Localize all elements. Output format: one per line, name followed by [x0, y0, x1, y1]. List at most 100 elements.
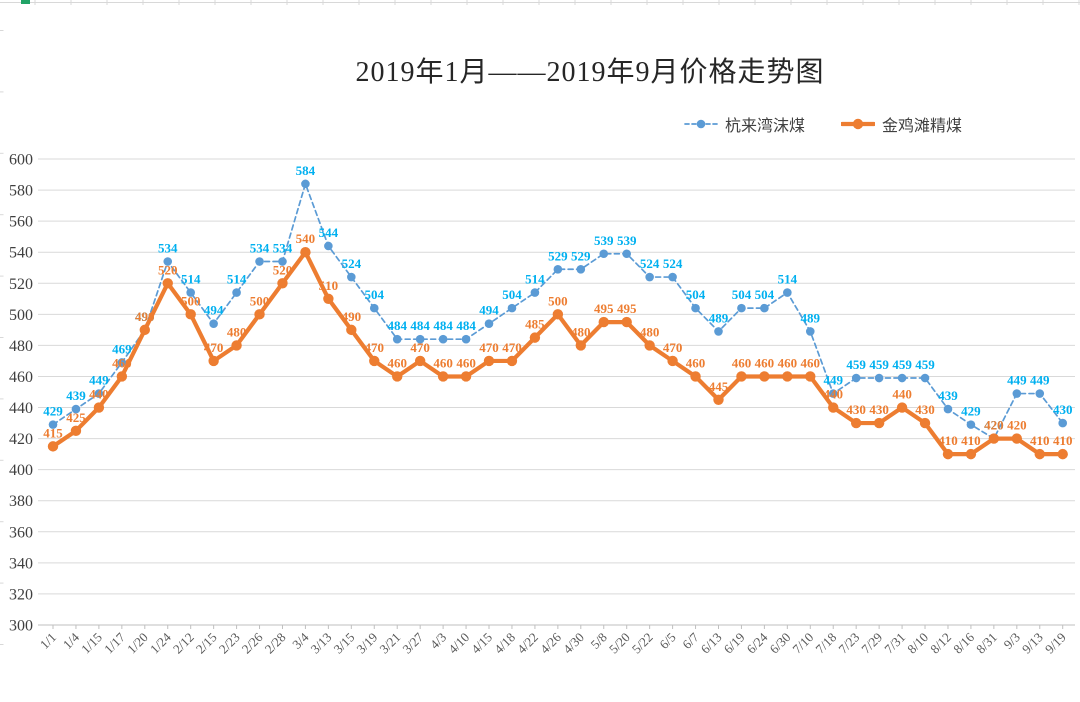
data-point-label: 539 — [594, 233, 614, 248]
y-tick-label: 440 — [9, 400, 33, 417]
x-tick-label: 8/31 — [973, 630, 1000, 657]
data-point-label: 470 — [502, 340, 522, 355]
data-point-label: 495 — [594, 301, 614, 316]
data-point-label: 480 — [227, 324, 247, 339]
legend-item-hanglaiwan[interactable]: 杭来湾沫煤 — [684, 112, 805, 136]
data-point-label: 460 — [755, 355, 775, 370]
data-point-marker — [346, 324, 357, 336]
chart-legend: 杭来湾沫煤 金鸡滩精煤 — [0, 112, 1080, 136]
data-point-label: 410 — [961, 433, 981, 448]
selection-accent-green-mark — [21, 0, 30, 4]
data-point-marker — [760, 303, 769, 313]
data-point-marker — [116, 371, 128, 382]
y-tick-label: 600 — [9, 152, 33, 169]
data-point-label: 514 — [778, 272, 798, 287]
data-point-label: 470 — [479, 340, 499, 355]
data-point-marker — [599, 249, 609, 259]
data-point-marker — [942, 448, 954, 460]
data-point-marker — [1057, 448, 1068, 460]
x-axis-labels: 1/1 1/41/151/171/201/242/122/152/232/262/… — [37, 625, 1069, 656]
data-point-label: 440 — [892, 387, 912, 402]
data-point-marker — [369, 355, 380, 367]
data-point-label: 520 — [273, 262, 293, 277]
x-tick-label: 2/12 — [170, 630, 197, 657]
data-point-marker — [622, 249, 631, 259]
y-tick-label: 580 — [9, 183, 33, 200]
x-tick-label: 1/15 — [78, 630, 105, 657]
x-tick-label: 1/20 — [124, 630, 151, 657]
data-point-marker — [897, 373, 907, 383]
data-point-label: 524 — [342, 256, 362, 271]
y-tick-label: 560 — [9, 214, 33, 231]
data-point-marker — [966, 420, 976, 429]
data-point-label: 439 — [938, 388, 958, 403]
y-tick-label: 340 — [9, 555, 33, 572]
x-tick-label: 2/23 — [216, 630, 243, 657]
data-point-marker — [576, 264, 586, 274]
data-point-label: 539 — [617, 233, 637, 248]
data-point-marker — [736, 371, 747, 382]
data-point-label: 514 — [227, 272, 247, 287]
data-point-label: 430 — [915, 402, 935, 417]
data-point-marker — [185, 309, 196, 320]
legend-label: 金鸡滩精煤 — [881, 118, 962, 135]
data-point-label: 460 — [778, 355, 798, 370]
data-point-label: 430 — [1053, 402, 1073, 417]
data-point-marker — [782, 371, 793, 382]
data-point-label: 425 — [66, 410, 86, 425]
data-point-marker — [415, 334, 425, 344]
x-tick-label: 1/17 — [101, 629, 128, 656]
data-point-marker — [1012, 389, 1022, 398]
x-tick-label: 6/24 — [744, 629, 771, 656]
data-point-label: 460 — [686, 355, 706, 370]
data-point-marker — [323, 293, 334, 304]
spreadsheet-edge-ticks — [0, 0, 1080, 645]
data-point-label: 439 — [66, 388, 86, 403]
data-point-label: 520 — [158, 262, 178, 277]
y-tick-label: 320 — [9, 586, 33, 603]
x-tick-label: 3/21 — [376, 630, 403, 657]
x-tick-label: 8/12 — [927, 630, 954, 657]
x-tick-label: 2/26 — [239, 629, 266, 656]
x-tick-label: 4/30 — [560, 630, 587, 657]
data-point-label: 484 — [387, 318, 407, 333]
data-point-marker — [965, 448, 977, 460]
x-tick-label: 7/18 — [812, 630, 839, 657]
x-tick-label: 7/23 — [835, 630, 862, 657]
data-point-label: 540 — [296, 231, 316, 246]
data-point-marker — [713, 394, 724, 405]
y-tick-label: 300 — [9, 618, 33, 635]
x-tick-label: 7/31 — [881, 630, 908, 657]
data-point-marker — [506, 355, 518, 367]
data-point-marker — [438, 334, 448, 344]
data-point-marker — [71, 404, 81, 414]
data-point-marker — [392, 334, 402, 344]
data-point-label: 504 — [502, 287, 522, 302]
data-point-marker — [47, 441, 59, 452]
x-tick-label: 7/29 — [858, 630, 885, 657]
data-point-label: 415 — [43, 425, 63, 440]
data-point-marker — [644, 340, 655, 351]
data-point-marker — [873, 417, 885, 429]
x-tick-label: 3/15 — [330, 630, 357, 657]
data-point-label: 485 — [525, 317, 545, 332]
x-tick-label: 3/4 — [289, 629, 312, 652]
data-point-label: 430 — [846, 402, 866, 417]
data-point-label: 459 — [892, 357, 912, 372]
data-point-marker — [1034, 448, 1045, 460]
data-point-label: 449 — [89, 373, 109, 388]
data-point-marker — [209, 319, 218, 328]
data-point-marker — [162, 278, 173, 289]
x-tick-label: 6/7 — [679, 629, 702, 652]
legend-item-jinjitan[interactable]: 金鸡滩精煤 — [840, 112, 962, 136]
x-tick-label: 1/4 — [60, 629, 83, 652]
data-point-marker — [461, 334, 471, 344]
data-point-label: 500 — [250, 293, 270, 308]
data-point-label: 544 — [319, 225, 339, 240]
data-point-label: 440 — [823, 387, 843, 402]
x-tick-label: 6/5 — [656, 630, 678, 652]
data-point-marker — [324, 241, 333, 251]
data-point-label: 410 — [1030, 433, 1050, 448]
data-point-marker — [231, 340, 242, 351]
